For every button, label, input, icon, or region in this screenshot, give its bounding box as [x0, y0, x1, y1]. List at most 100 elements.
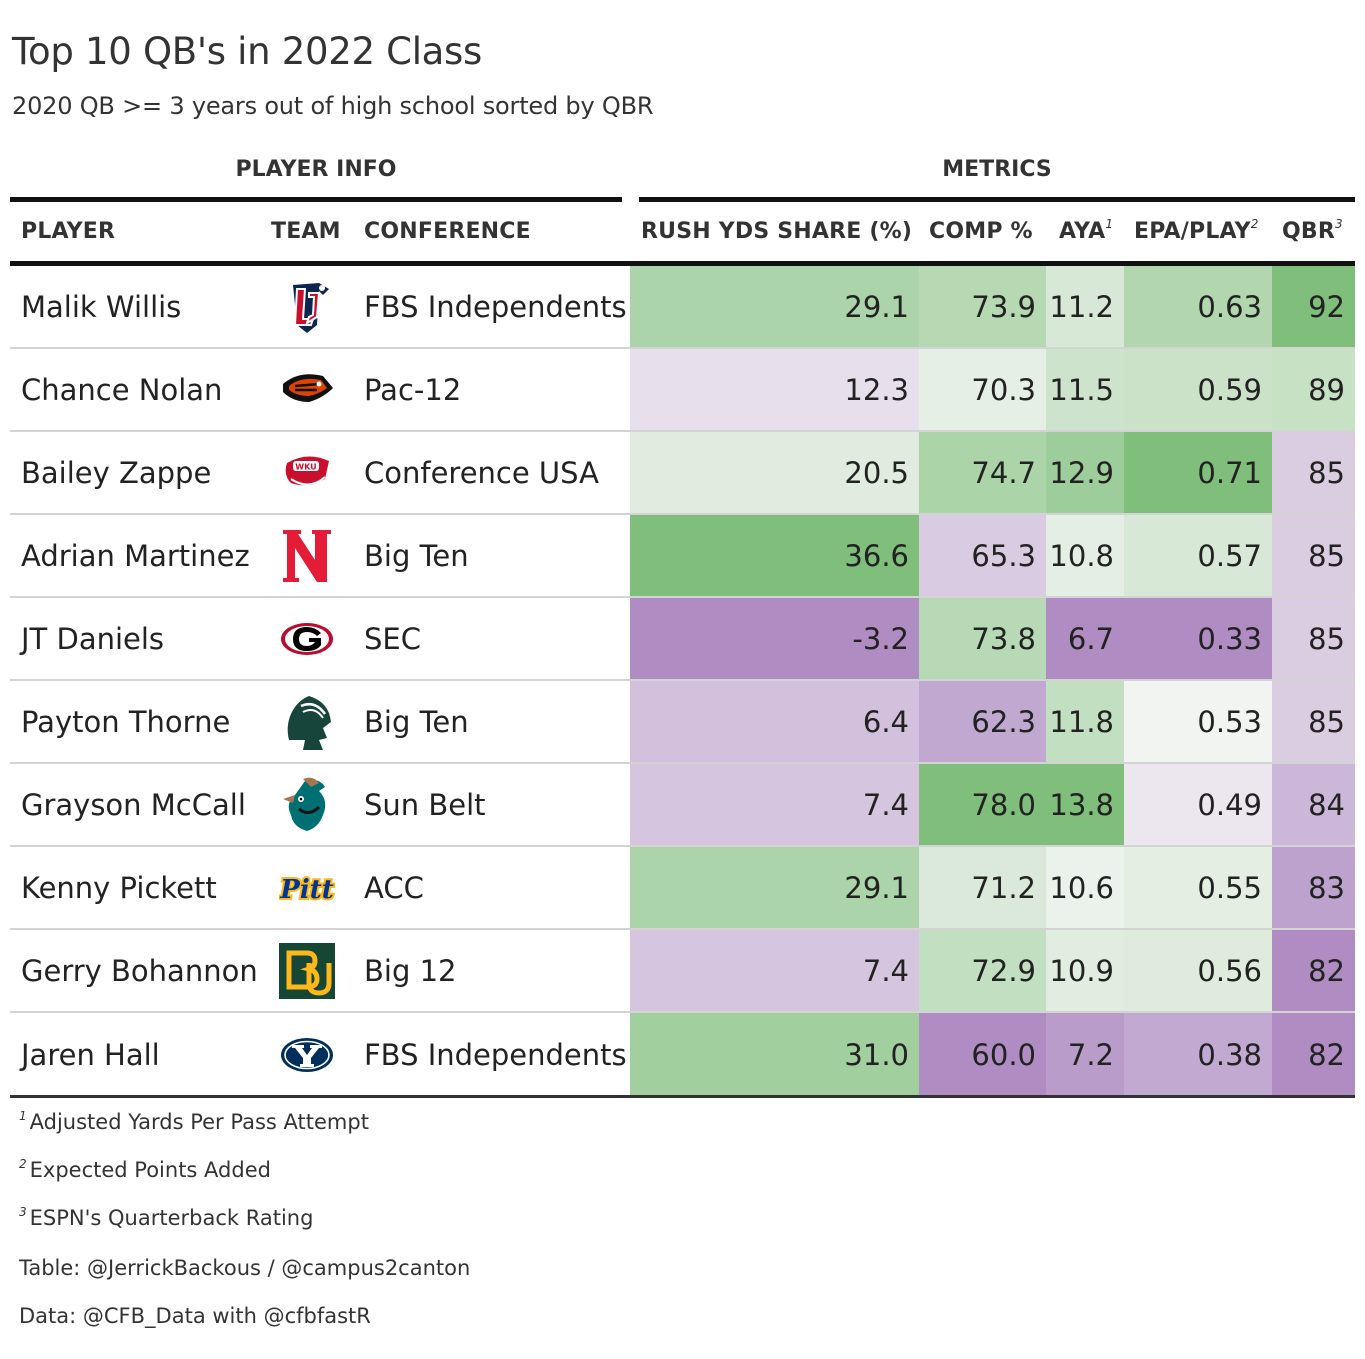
team-logo-cell	[262, 515, 352, 596]
footnote-mark-epa: 2	[1250, 217, 1259, 231]
metric-cell-qbr: 85	[1272, 681, 1355, 762]
metric-cell-aya: 6.7	[1046, 598, 1124, 679]
team-logo-cell	[262, 764, 352, 845]
source-note-data: Data: @CFB_Data with @cfbfastR	[19, 1304, 371, 1328]
table-row: Grayson McCall Sun Belt 7.4 78.0 13.8 0.49 84	[10, 764, 1355, 847]
column-header-epa-play: EPA/PLAY2	[1134, 217, 1259, 244]
footnote-3: 3 ESPN's Quarterback Rating	[19, 1205, 314, 1230]
conference-name: Sun Belt	[364, 787, 486, 822]
metric-cell-comp: 78.0	[919, 764, 1046, 845]
metric-cell-comp: 60.0	[919, 1013, 1046, 1096]
table-row: Bailey Zappe WKU Conference USA 20.5 74.7 12.…	[10, 432, 1355, 515]
pitt-script-logo-icon: Pitt Pitt	[277, 860, 335, 916]
table-row: Payton Thorne Big Ten 6.4 62.3 11.8 0.53 85	[10, 681, 1355, 764]
table-row: JT Daniels SEC -3.2 73.8 6.7 0.33 85	[10, 598, 1355, 681]
chart-title: Top 10 QB's in 2022 Class	[12, 30, 483, 73]
metric-cell-qbr: 89	[1272, 349, 1355, 430]
svg-text:WKU: WKU	[295, 462, 316, 471]
player-name: Chance Nolan	[21, 372, 223, 407]
metric-cell-comp: 71.2	[919, 847, 1046, 928]
metric-cell-comp: 74.7	[919, 432, 1046, 513]
svg-text:Pitt: Pitt	[279, 875, 333, 905]
table-row: Gerry Bohannon Big 12 7.4 72.9 10.9 0.56 82	[10, 930, 1355, 1013]
footnote-2-text: Expected Points Added	[29, 1158, 271, 1182]
metric-cell-epa: 0.55	[1124, 847, 1272, 928]
metric-cell-aya: 11.2	[1046, 266, 1124, 347]
metric-cell-rush: 20.5	[630, 432, 919, 513]
metric-cell-aya: 10.8	[1046, 515, 1124, 596]
team-logo-cell	[262, 266, 352, 347]
player-name: Bailey Zappe	[21, 455, 212, 490]
column-header-rush-yds-share: RUSH YDS SHARE (%)	[641, 219, 913, 244]
metric-cell-comp: 72.9	[919, 930, 1046, 1011]
conference-name: Pac-12	[364, 372, 462, 407]
metric-cell-epa: 0.49	[1124, 764, 1272, 845]
metric-cell-rush: 7.4	[630, 764, 919, 845]
metric-cell-rush: -3.2	[630, 598, 919, 679]
metric-cell-qbr: 85	[1272, 432, 1355, 513]
player-name: Jaren Hall	[21, 1037, 160, 1072]
column-header-aya-label: AYA	[1059, 219, 1106, 244]
footnote-3-mark: 3	[19, 1205, 27, 1219]
michigan-state-spartan-logo-icon	[279, 694, 335, 750]
table-row: Chance Nolan Pac-12 12.3 70.3 11.5 0.59 89	[10, 349, 1355, 432]
metric-cell-aya: 11.8	[1046, 681, 1124, 762]
footnote-3-text: ESPN's Quarterback Rating	[29, 1206, 314, 1230]
footnote-2: 2 Expected Points Added	[19, 1157, 271, 1182]
footnote-1-text: Adjusted Yards Per Pass Attempt	[29, 1110, 369, 1134]
footnote-2-mark: 2	[19, 1157, 27, 1171]
metric-cell-rush: 12.3	[630, 349, 919, 430]
metric-cell-epa: 0.56	[1124, 930, 1272, 1011]
player-name: Grayson McCall	[21, 787, 246, 822]
player-name: Payton Thorne	[21, 704, 231, 739]
conference-name: Big 12	[364, 953, 457, 988]
conference-name: Big Ten	[364, 538, 469, 573]
conference-name: Conference USA	[364, 455, 599, 490]
table-row: Malik Willis FBS Independents 29.1 73.9 11.2…	[10, 266, 1355, 349]
column-header-player: PLAYER	[21, 219, 116, 244]
player-name: Adrian Martinez	[21, 538, 250, 573]
metric-cell-epa: 0.57	[1124, 515, 1272, 596]
metric-cell-epa: 0.38	[1124, 1013, 1272, 1096]
metric-cell-comp: 73.9	[919, 266, 1046, 347]
metric-cell-aya: 12.9	[1046, 432, 1124, 513]
spanner-player-info-rule	[10, 197, 622, 202]
spanner-metrics-rule	[639, 197, 1355, 202]
metric-cell-rush: 36.6	[630, 515, 919, 596]
column-header-comp-pct: COMP %	[929, 219, 1033, 244]
column-header-team: TEAM	[271, 219, 341, 244]
table-bottom-rule	[10, 1095, 1355, 1098]
player-name: Gerry Bohannon	[21, 953, 258, 988]
column-header-conference: CONFERENCE	[364, 219, 531, 244]
table-row: Jaren Hall FBS Independents 31.0 60.0 7.2 0.3…	[10, 1013, 1355, 1096]
metric-cell-aya: 13.8	[1046, 764, 1124, 845]
metric-cell-rush: 29.1	[630, 266, 919, 347]
spanner-metrics: METRICS	[942, 157, 1052, 182]
footnote-1-mark: 1	[19, 1109, 27, 1123]
footnote-mark-qbr: 3	[1335, 217, 1343, 231]
metric-cell-epa: 0.33	[1124, 598, 1272, 679]
footnote-1: 1 Adjusted Yards Per Pass Attempt	[19, 1109, 369, 1134]
column-header-qbr-label: QBR	[1282, 219, 1336, 244]
metric-cell-qbr: 84	[1272, 764, 1355, 845]
conference-name: SEC	[364, 621, 421, 656]
column-header-qbr: QBR3	[1282, 217, 1343, 244]
team-logo-cell	[262, 1013, 352, 1096]
conference-name: FBS Independents	[364, 289, 627, 324]
team-logo-cell	[262, 681, 352, 762]
metric-cell-qbr: 85	[1272, 598, 1355, 679]
metric-cell-epa: 0.53	[1124, 681, 1272, 762]
team-logo-cell	[262, 349, 352, 430]
header-rule	[10, 261, 1355, 266]
metric-cell-qbr: 83	[1272, 847, 1355, 928]
metric-cell-qbr: 82	[1272, 930, 1355, 1011]
team-logo-cell	[262, 930, 352, 1011]
georgia-g-logo-icon	[279, 611, 335, 667]
oregon-state-beaver-logo-icon	[279, 362, 335, 418]
nebraska-n-logo-icon	[279, 528, 335, 584]
footnote-mark-aya: 1	[1105, 217, 1114, 231]
metric-cell-aya: 7.2	[1046, 1013, 1124, 1096]
player-name: Kenny Pickett	[21, 870, 217, 905]
coastal-carolina-chanticleer-logo-icon	[279, 777, 335, 833]
metric-cell-rush: 29.1	[630, 847, 919, 928]
